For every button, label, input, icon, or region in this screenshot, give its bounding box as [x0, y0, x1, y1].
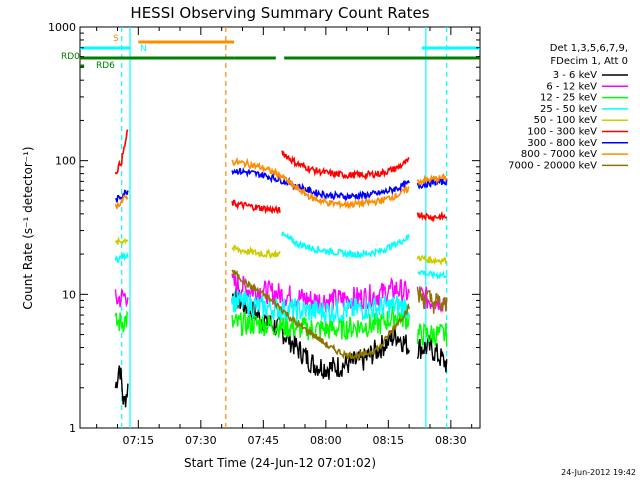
- legend-label: 12 - 25 keV: [540, 93, 597, 104]
- series-line-0-0: [114, 365, 129, 408]
- series-line-1-0: [114, 289, 129, 308]
- legend-header-line: FDecim 1, Att 0: [550, 56, 628, 67]
- legend-entry: 100 - 300 keV: [527, 127, 628, 138]
- series-5: [114, 129, 448, 223]
- legend-entry: 6 - 12 keV: [546, 81, 628, 92]
- series-line-5-3: [416, 210, 448, 223]
- y-tick-label: 10: [62, 288, 76, 301]
- series-4: [114, 235, 447, 266]
- flag-label-rd6: RD6: [96, 61, 115, 71]
- series-line-3-1: [231, 290, 410, 323]
- legend-entry: 3 - 6 keV: [553, 70, 628, 81]
- legend-label: 3 - 6 keV: [553, 70, 597, 81]
- series-line-2-0: [114, 310, 129, 335]
- series-line-0-1: [231, 286, 410, 380]
- series-line-5-1: [231, 199, 281, 215]
- series-6: [115, 167, 448, 203]
- legend-label: 6 - 12 keV: [546, 81, 597, 92]
- series-line-6-0: [115, 189, 129, 203]
- series-line-4-1: [231, 244, 281, 259]
- x-tick-label: 07:45: [247, 434, 279, 447]
- legend-label: 800 - 7000 keV: [521, 149, 597, 160]
- legend-entry: 300 - 800 keV: [527, 138, 628, 149]
- y-tick-label: 100: [55, 155, 76, 168]
- flag-label-n: N: [140, 44, 147, 54]
- x-tick-label: 07:30: [185, 434, 217, 447]
- legend-entry: 800 - 7000 keV: [521, 149, 628, 160]
- flag-label-rd0: RD0: [61, 52, 80, 62]
- series-line-2-2: [416, 322, 448, 347]
- series-line-5-2: [281, 149, 410, 181]
- flag-label-s: S: [113, 34, 119, 44]
- series-0: [114, 286, 448, 408]
- series-line-0-2: [416, 334, 448, 373]
- data-series: [114, 129, 448, 408]
- plot-frame: [79, 26, 481, 429]
- status-flags: S N RD0 RD6: [61, 34, 480, 71]
- series-line-8-1: [416, 286, 448, 314]
- plot-area: S N RD0 RD6 1 10 100 1000 07:15 07:30 07:45 08:00…: [48, 21, 481, 447]
- legend-entry: 25 - 50 keV: [540, 104, 628, 115]
- series-line-3-2: [281, 231, 410, 260]
- legend-header-line: Det 1,3,5,6,7,9,: [550, 43, 628, 54]
- series-line-4-0: [114, 235, 129, 246]
- series-line-2-1: [231, 305, 410, 341]
- series-3: [114, 231, 448, 323]
- legend: Det 1,3,5,6,7,9, FDecim 1, Att 0 3 - 6 keV…: [508, 43, 628, 171]
- timestamp-label: 24-Jun-2012 19:42: [561, 468, 636, 477]
- chart-title: HESSI Observing Summary Count Rates: [130, 4, 429, 22]
- series-2: [114, 305, 448, 347]
- legend-entry: 7000 - 20000 keV: [508, 160, 628, 171]
- legend-label: 25 - 50 keV: [540, 104, 597, 115]
- x-tick-label: 08:30: [435, 434, 467, 447]
- series-7: [114, 156, 448, 210]
- series-line-4-2: [416, 254, 447, 266]
- legend-label: 100 - 300 keV: [527, 127, 597, 138]
- series-line-5-0: [114, 129, 129, 175]
- legend-label: 50 - 100 keV: [534, 115, 598, 126]
- y-tick-label: 1000: [48, 21, 76, 34]
- time-markers: [121, 27, 448, 428]
- x-tick-label: 07:15: [122, 434, 154, 447]
- series-line-8-0: [231, 269, 410, 362]
- y-axis-label: Count Rate (s⁻¹ detector⁻¹): [21, 146, 35, 309]
- series-line-3-0: [114, 251, 129, 263]
- series-line-7-0: [114, 194, 129, 210]
- legend-label: 300 - 800 keV: [527, 138, 597, 149]
- x-axis-label: Start Time (24-Jun-12 07:01:02): [184, 456, 376, 470]
- series-line-7-1: [231, 156, 410, 210]
- x-tick-label: 08:15: [372, 434, 404, 447]
- series-line-7-2: [416, 173, 448, 187]
- y-axis-ticks: 1 10 100 1000: [48, 21, 480, 435]
- series-line-6-2: [416, 177, 448, 190]
- series-line-3-3: [417, 269, 448, 281]
- legend-entry: 12 - 25 keV: [540, 93, 628, 104]
- legend-entry: 50 - 100 keV: [534, 115, 628, 126]
- x-tick-label: 08:00: [310, 434, 342, 447]
- x-axis-ticks: 07:15 07:30 07:45 08:00 08:15 08:30: [96, 27, 473, 447]
- series-8: [231, 269, 448, 362]
- y-tick-label: 1: [69, 422, 76, 435]
- legend-label: 7000 - 20000 keV: [508, 160, 597, 171]
- series-line-6-1: [231, 167, 410, 202]
